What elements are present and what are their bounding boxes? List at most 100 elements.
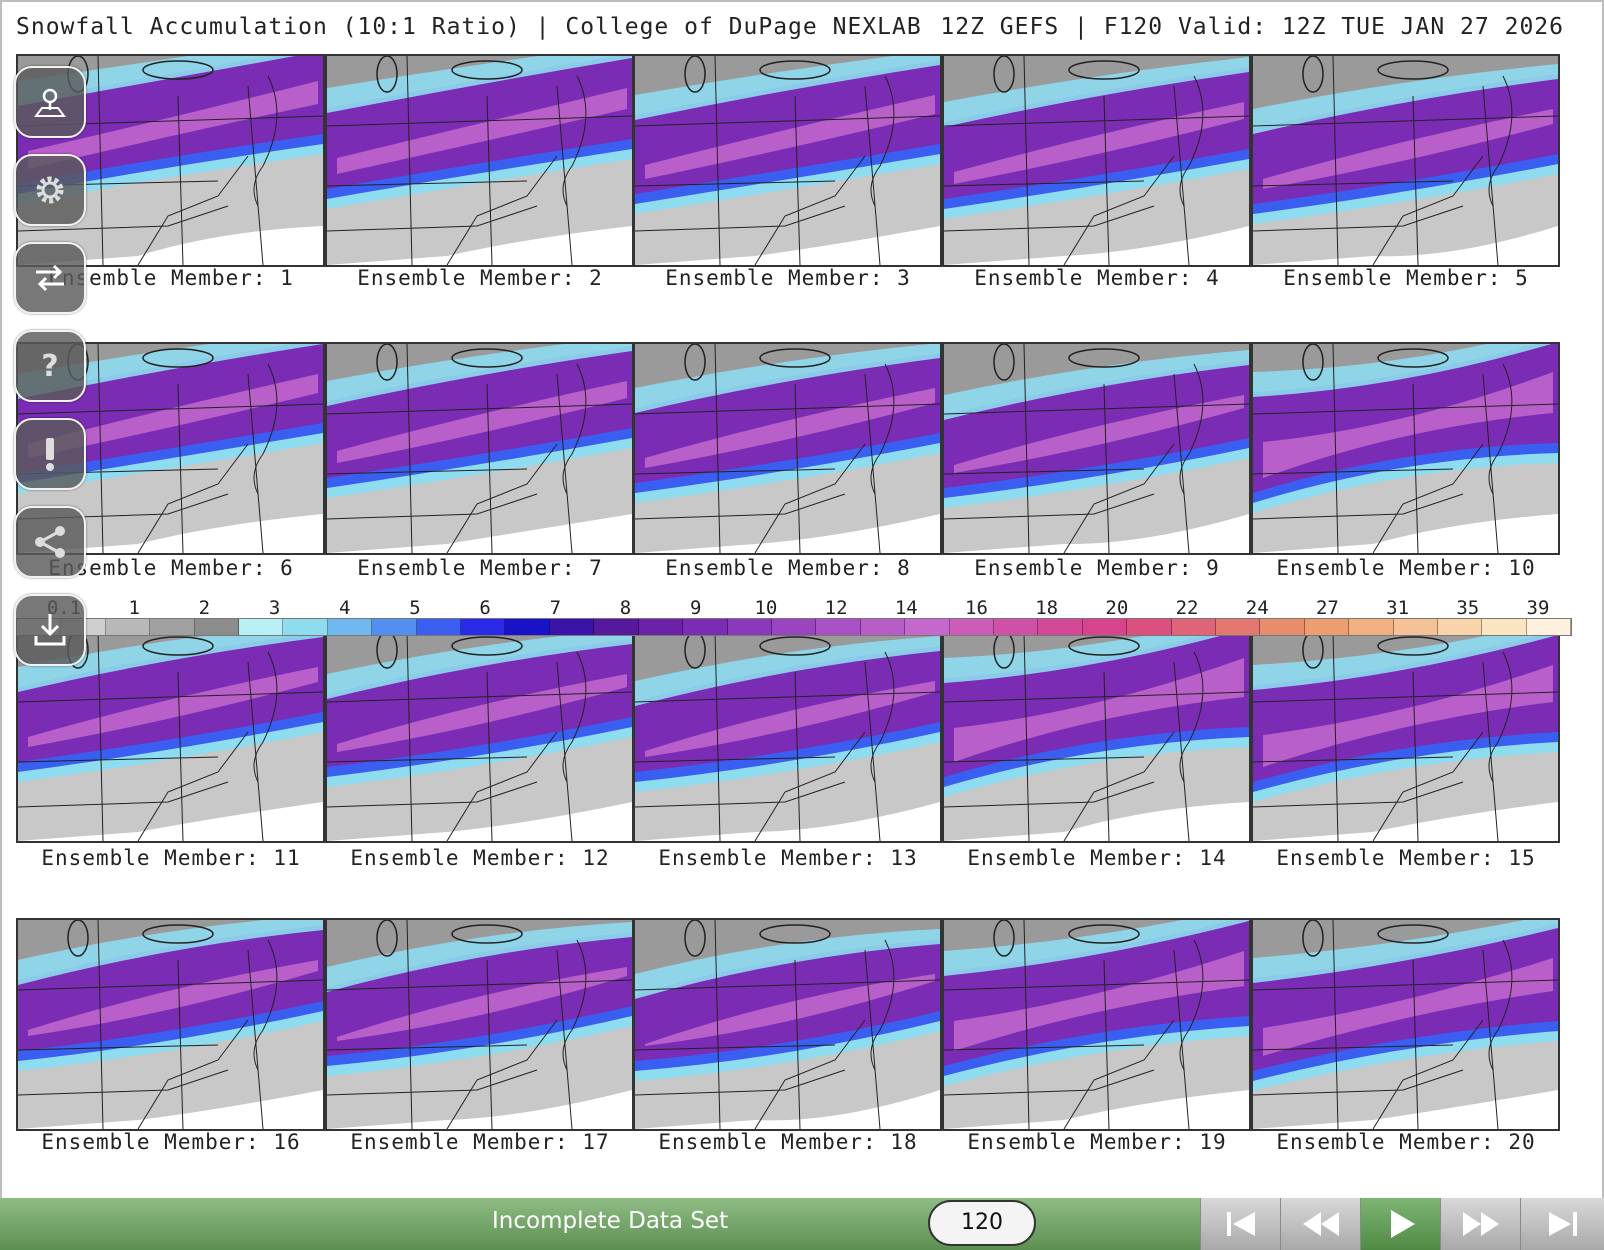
colorbar-segment — [461, 619, 506, 635]
ensemble-member-caption: Ensemble Member: 10 — [1276, 556, 1536, 580]
snowfall-map — [327, 56, 632, 265]
share-button[interactable] — [14, 506, 86, 578]
ensemble-map-panel — [325, 918, 634, 1131]
snowfall-map — [944, 632, 1249, 841]
alert-button[interactable] — [14, 418, 86, 490]
colorbar-segment — [1215, 619, 1261, 635]
colorbar-tick-label: 14 — [894, 597, 918, 619]
ensemble-map-panel — [942, 630, 1251, 843]
colorbar-segment — [727, 619, 772, 635]
colorbar-segment — [505, 619, 550, 635]
colorbar-tick-label: 27 — [1315, 597, 1339, 619]
colorbar-segment — [1082, 619, 1128, 635]
colorbar-segment — [816, 619, 861, 635]
colorbar-segment — [1526, 619, 1572, 635]
colorbar-tick-label: 22 — [1175, 597, 1199, 619]
gear-icon — [30, 170, 70, 210]
colorbar-segment — [1482, 619, 1527, 635]
ensemble-member-caption: Ensemble Member: 4 — [974, 266, 1220, 290]
animation-control-bar: Incomplete Data Set 120 — [0, 1198, 1604, 1250]
play-button[interactable] — [1360, 1198, 1441, 1250]
colorbar-tick-label: 16 — [965, 597, 988, 619]
ensemble-member-caption: Ensemble Member: 11 — [41, 846, 301, 870]
snowfall-map — [1253, 632, 1558, 841]
ensemble-member-caption: Ensemble Member: 8 — [665, 556, 911, 580]
swap-button[interactable] — [14, 242, 86, 314]
colorbar-segment — [327, 619, 373, 635]
ensemble-member-caption: Ensemble Member: 17 — [350, 1130, 610, 1154]
colorbar-tick-label: 9 — [689, 597, 702, 619]
colorbar-segment — [771, 619, 817, 635]
colorbar-tick-label: 31 — [1386, 597, 1410, 619]
question-icon: ? — [30, 346, 70, 386]
colorbar-tick-label: 5 — [409, 597, 421, 619]
colorbar-tick-label: 8 — [619, 597, 632, 619]
fast-forward-icon — [1463, 1212, 1499, 1236]
ensemble-member-caption: Ensemble Member: 1 — [48, 266, 294, 290]
colorbar-segment — [372, 619, 417, 635]
snowfall-map — [944, 920, 1249, 1129]
ensemble-map-panel — [1251, 918, 1560, 1131]
colorbar-segment — [1260, 619, 1305, 635]
ensemble-member-caption: Ensemble Member: 3 — [665, 266, 911, 290]
colorbar-tick-label: 4 — [339, 597, 351, 619]
frame-number-indicator[interactable]: 120 — [928, 1200, 1036, 1246]
colorbar-tick-label: 1 — [128, 597, 140, 619]
snowfall-map — [635, 632, 940, 841]
run-info: 12Z GEFS | F120 Valid: 12Z TUE JAN 27 20… — [940, 14, 1564, 40]
colorbar-tick-label: 18 — [1035, 597, 1059, 619]
colorbar-segment — [194, 619, 240, 635]
step-forward-button[interactable] — [1440, 1198, 1521, 1250]
snowfall-map — [944, 56, 1249, 265]
ensemble-member-caption: Ensemble Member: 20 — [1276, 1130, 1536, 1154]
play-icon — [1391, 1210, 1415, 1238]
ensemble-map-panel — [1251, 54, 1560, 267]
snowfall-map — [635, 56, 940, 265]
snowfall-map — [18, 920, 323, 1129]
map-title: Snowfall Accumulation (10:1 Ratio) | Col… — [16, 14, 922, 40]
colorbar-tick-label: 12 — [824, 597, 848, 619]
ensemble-map-panel — [325, 342, 634, 555]
first-frame-button[interactable] — [1200, 1198, 1281, 1250]
settings-button[interactable] — [14, 154, 86, 226]
colorbar-tick-label: 2 — [198, 597, 211, 619]
colorbar-tick-label: 35 — [1456, 597, 1480, 619]
colorbar-segment — [638, 619, 684, 635]
ensemble-map-panel — [633, 342, 942, 555]
ensemble-member-caption: Ensemble Member: 13 — [658, 846, 918, 870]
snowfall-map — [1253, 344, 1558, 553]
ensemble-member-caption: Ensemble Member: 19 — [967, 1130, 1227, 1154]
ensemble-map-panel — [633, 630, 942, 843]
snowfall-map — [18, 56, 323, 265]
skip-to-start-icon — [1227, 1212, 1255, 1236]
ensemble-map-panel — [16, 54, 325, 267]
snowfall-map — [327, 632, 632, 841]
colorbar-tick-label: 10 — [754, 597, 778, 619]
colorbar-segment — [1127, 619, 1172, 635]
ensemble-map-panel — [942, 54, 1251, 267]
colorbar-segment — [1038, 619, 1083, 635]
step-back-button[interactable] — [1280, 1198, 1361, 1250]
colorbar-segment — [949, 619, 994, 635]
ensemble-map-panel — [633, 54, 942, 267]
colorbar-segment — [239, 619, 284, 635]
colorbar-segment — [1349, 619, 1394, 635]
ensemble-member-caption: Ensemble Member: 6 — [48, 556, 294, 580]
ensemble-member-caption: Ensemble Member: 14 — [967, 846, 1227, 870]
last-frame-button[interactable] — [1520, 1198, 1604, 1250]
map-location-button[interactable] — [14, 66, 86, 138]
colorbar-segment — [416, 619, 462, 635]
ensemble-member-caption: Ensemble Member: 18 — [658, 1130, 918, 1154]
snowfall-map — [1253, 920, 1558, 1129]
snowfall-map — [327, 344, 632, 553]
ensemble-map-panel — [16, 918, 325, 1131]
colorbar-segment — [594, 619, 639, 635]
help-button[interactable]: ? — [14, 330, 86, 402]
snowfall-map — [944, 344, 1249, 553]
exclamation-icon — [30, 434, 70, 474]
status-strip: Incomplete Data Set 120 — [0, 1198, 1200, 1250]
colorbar-segment — [1438, 619, 1483, 635]
colorbar-segment — [1171, 619, 1216, 635]
map-pin-icon — [30, 82, 70, 122]
download-button[interactable] — [14, 594, 86, 666]
